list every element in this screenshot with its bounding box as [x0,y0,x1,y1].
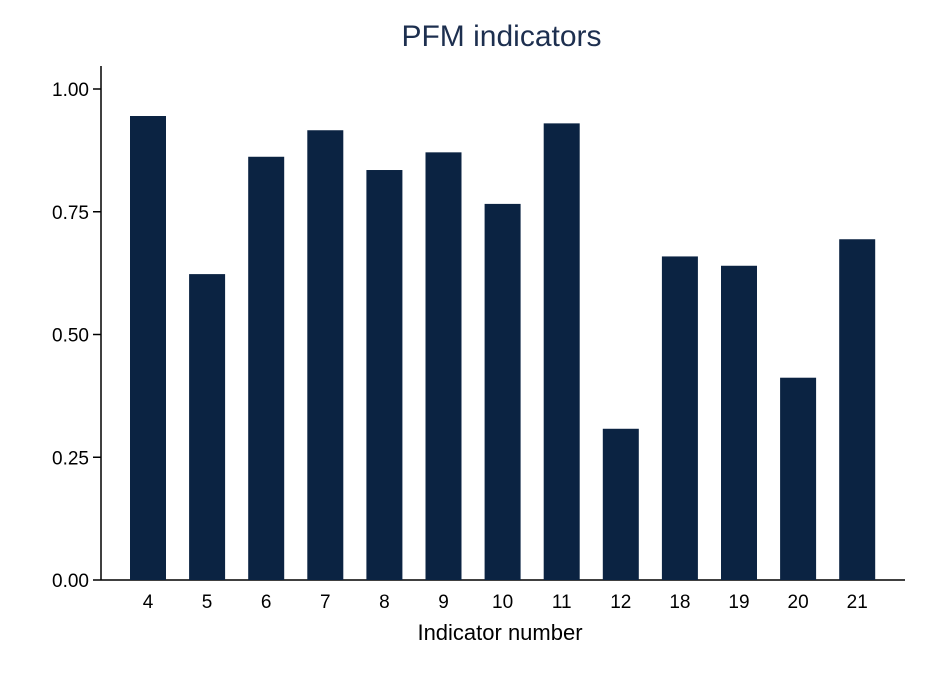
x-tick-label: 6 [261,592,272,613]
x-axis: 4 5 6 7 8 9 10 11 12 18 19 20 21 [101,579,905,613]
y-tick-label: 1.00 [52,80,89,101]
bar-11 [543,123,580,581]
x-tick-label: 20 [788,592,809,613]
x-tick-label: 7 [320,592,331,613]
x-tick-label: 21 [847,592,868,613]
bar-21 [839,239,876,580]
bar-10 [484,203,521,581]
x-axis-label: Indicator number [417,620,582,645]
x-tick-label: 18 [669,592,690,613]
y-tick-label: 0.00 [52,571,89,592]
x-tick-label: 9 [438,592,449,613]
x-tick-label: 5 [202,592,213,613]
y-tick-label: 0.75 [52,203,89,224]
bar-9 [425,152,462,581]
bar-8 [366,170,403,580]
x-tick-label: 11 [552,592,572,613]
bars [130,116,876,581]
bar-20 [780,377,817,580]
x-tick-label: 19 [728,592,749,613]
bar-18 [661,256,698,580]
bar-5 [189,274,226,580]
y-tick-label: 0.25 [52,448,89,469]
x-tick-label: 8 [379,592,390,613]
x-tick-label: 10 [492,592,513,613]
x-tick-label: 4 [143,592,154,613]
bar-19 [721,265,757,580]
y-tick-label: 0.50 [52,326,89,347]
y-axis: 0.00 0.25 0.50 0.75 1.00 [52,66,102,592]
bar-6 [248,156,285,580]
bar-7 [307,130,344,580]
chart-title: PFM indicators [401,20,602,53]
bar-4 [130,116,166,580]
x-tick-label: 12 [610,592,631,613]
bar-12 [602,428,639,580]
